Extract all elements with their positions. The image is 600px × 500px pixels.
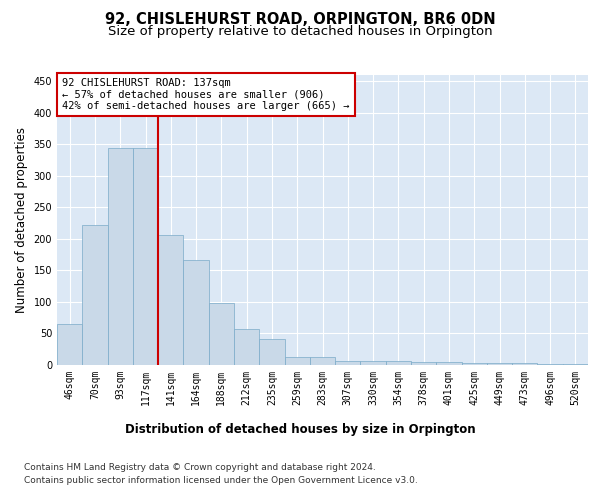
Text: 92 CHISLEHURST ROAD: 137sqm
← 57% of detached houses are smaller (906)
42% of se: 92 CHISLEHURST ROAD: 137sqm ← 57% of det…: [62, 78, 350, 111]
Bar: [386, 360, 411, 365]
Bar: [461, 363, 487, 365]
Text: 92, CHISLEHURST ROAD, ORPINGTON, BR6 0DN: 92, CHISLEHURST ROAD, ORPINGTON, BR6 0DN: [104, 12, 496, 28]
Bar: [133, 148, 158, 365]
Y-axis label: Number of detached properties: Number of detached properties: [15, 127, 28, 313]
Text: Contains public sector information licensed under the Open Government Licence v3: Contains public sector information licen…: [24, 476, 418, 485]
Bar: [335, 360, 361, 365]
Bar: [57, 324, 82, 365]
Bar: [259, 338, 284, 365]
Bar: [563, 364, 588, 365]
Bar: [487, 363, 512, 365]
Bar: [512, 363, 538, 365]
Bar: [361, 360, 386, 365]
Text: Distribution of detached houses by size in Orpington: Distribution of detached houses by size …: [125, 422, 475, 436]
Text: Size of property relative to detached houses in Orpington: Size of property relative to detached ho…: [107, 25, 493, 38]
Bar: [107, 148, 133, 365]
Bar: [209, 303, 234, 365]
Bar: [436, 362, 461, 365]
Bar: [310, 357, 335, 365]
Bar: [284, 357, 310, 365]
Bar: [411, 362, 436, 365]
Bar: [158, 234, 184, 365]
Bar: [538, 364, 563, 365]
Bar: [234, 329, 259, 365]
Bar: [82, 225, 107, 365]
Text: Contains HM Land Registry data © Crown copyright and database right 2024.: Contains HM Land Registry data © Crown c…: [24, 462, 376, 471]
Bar: [184, 260, 209, 365]
